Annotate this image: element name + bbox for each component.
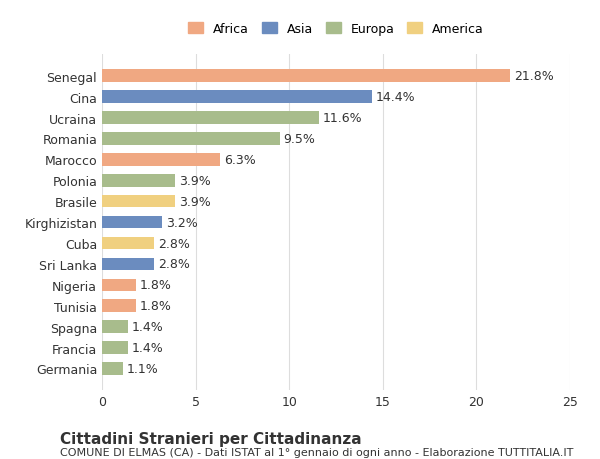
Bar — [102, 363, 122, 375]
Bar — [102, 91, 371, 104]
Bar — [102, 154, 220, 166]
Text: 21.8%: 21.8% — [514, 70, 554, 83]
Bar — [102, 196, 175, 208]
Bar — [102, 216, 162, 229]
Text: 9.5%: 9.5% — [284, 133, 316, 146]
Bar — [102, 112, 319, 124]
Bar — [102, 174, 175, 187]
Text: 1.8%: 1.8% — [139, 279, 172, 291]
Bar — [102, 237, 154, 250]
Text: 1.4%: 1.4% — [132, 320, 164, 333]
Bar — [102, 258, 154, 271]
Text: 6.3%: 6.3% — [224, 154, 256, 167]
Text: 3.9%: 3.9% — [179, 174, 211, 187]
Bar — [102, 341, 128, 354]
Text: 1.8%: 1.8% — [139, 300, 172, 313]
Text: 1.4%: 1.4% — [132, 341, 164, 354]
Text: 2.8%: 2.8% — [158, 237, 190, 250]
Text: 3.9%: 3.9% — [179, 195, 211, 208]
Text: COMUNE DI ELMAS (CA) - Dati ISTAT al 1° gennaio di ogni anno - Elaborazione TUTT: COMUNE DI ELMAS (CA) - Dati ISTAT al 1° … — [60, 448, 574, 458]
Bar — [102, 279, 136, 291]
Text: Cittadini Stranieri per Cittadinanza: Cittadini Stranieri per Cittadinanza — [60, 431, 362, 447]
Text: 2.8%: 2.8% — [158, 258, 190, 271]
Legend: Africa, Asia, Europa, America: Africa, Asia, Europa, America — [184, 18, 488, 41]
Text: 14.4%: 14.4% — [376, 91, 415, 104]
Bar — [102, 300, 136, 312]
Bar — [102, 70, 510, 83]
Text: 1.1%: 1.1% — [127, 362, 158, 375]
Bar — [102, 133, 280, 146]
Bar — [102, 321, 128, 333]
Text: 3.2%: 3.2% — [166, 216, 197, 229]
Text: 11.6%: 11.6% — [323, 112, 362, 125]
